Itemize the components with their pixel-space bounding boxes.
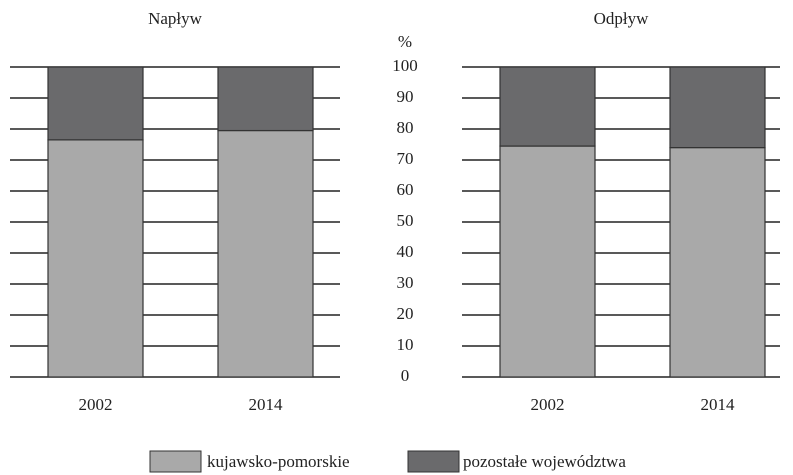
y-tick-label: 40: [397, 242, 414, 261]
y-tick-label: 80: [397, 118, 414, 137]
x-tick-label: 2014: [249, 395, 284, 414]
y-axis-label: %: [398, 32, 412, 51]
y-tick-label: 20: [397, 304, 414, 323]
y-tick-label: 70: [397, 149, 414, 168]
y-tick-label: 50: [397, 211, 414, 230]
x-tick-label: 2002: [79, 395, 113, 414]
bar-segment: [499, 145, 596, 378]
legend-label: kujawsko-pomorskie: [207, 452, 350, 471]
bar-segment: [669, 147, 766, 378]
y-tick-label: 10: [397, 335, 414, 354]
bar-segment: [217, 66, 314, 132]
x-tick-label: 2014: [701, 395, 736, 414]
legend-swatch: [149, 450, 202, 473]
bar-segment: [499, 66, 596, 147]
chart-title: Napływ: [148, 9, 203, 28]
y-tick-label: 0: [401, 366, 410, 385]
y-tick-label: 30: [397, 273, 414, 292]
legend-swatch: [407, 450, 460, 473]
legend-label: pozostałe województwa: [463, 452, 626, 471]
bar-segment: [217, 129, 314, 378]
bar-segment: [47, 139, 144, 378]
bar-segment: [47, 66, 144, 141]
x-tick-label: 2002: [531, 395, 565, 414]
bar-segment: [669, 66, 766, 149]
chart-title: Odpływ: [594, 9, 650, 28]
y-tick-label: 60: [397, 180, 414, 199]
y-tick-label: 100: [392, 56, 418, 75]
y-tick-label: 90: [397, 87, 414, 106]
